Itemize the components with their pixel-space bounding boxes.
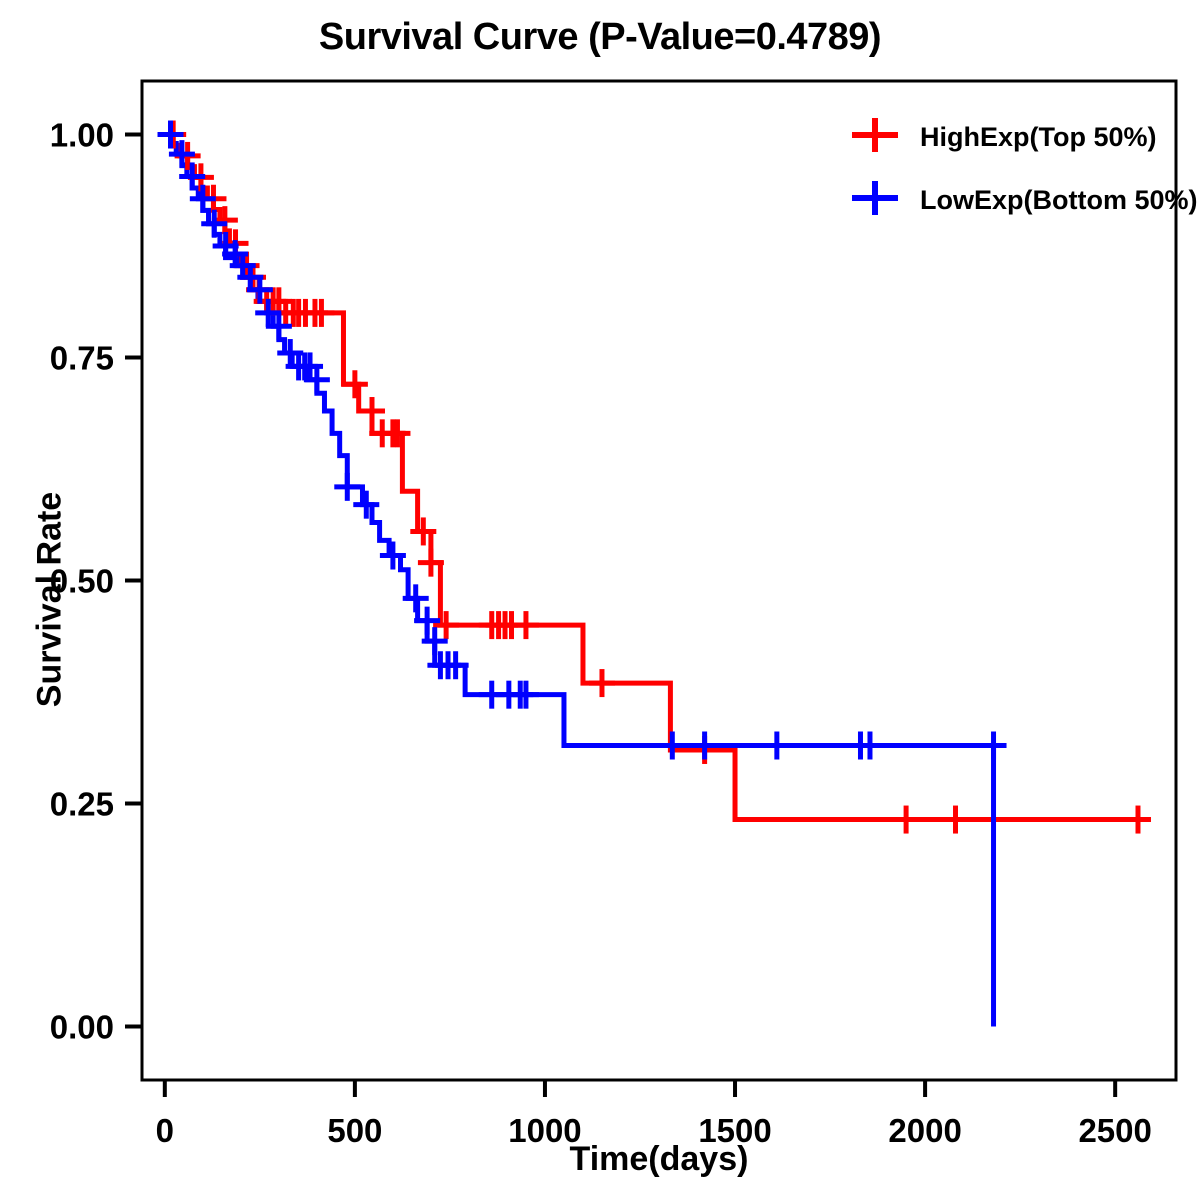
- censor-plus-icon: [588, 669, 615, 698]
- censor-plus-icon: [512, 680, 539, 709]
- y-tick-label: 1.00: [50, 117, 114, 154]
- x-tick-label: 1500: [698, 1112, 771, 1149]
- x-tick-label: 500: [327, 1112, 382, 1149]
- censor-plus-icon: [417, 548, 444, 577]
- legend-label: HighExp(Top 50%): [920, 122, 1157, 152]
- censor-plus-icon: [341, 370, 368, 399]
- x-axis-title: Time(days): [569, 1140, 749, 1178]
- censor-plus-icon: [763, 731, 790, 760]
- censor-plus-icon: [358, 397, 385, 426]
- censor-plus-icon: [410, 517, 437, 546]
- plot-frame: [140, 79, 1178, 1082]
- censor-plus-icon: [442, 651, 469, 680]
- censor-plus-icon: [691, 731, 718, 760]
- censor-plus-icon: [1124, 805, 1151, 834]
- y-tick-label: 0.25: [50, 785, 114, 822]
- censor-plus-icon: [512, 611, 539, 640]
- x-tick-label: 2500: [1078, 1112, 1151, 1149]
- censor-plus-icon: [659, 731, 686, 760]
- legend-entry[interactable]: HighExp(Top 50%): [852, 118, 1157, 152]
- censor-plus-icon: [334, 472, 361, 501]
- censor-plus-icon: [942, 805, 969, 834]
- censor-plus-icon: [856, 731, 883, 760]
- y-axis-ticks: 0.00 0.25 0.50 0.75 1.00: [50, 117, 142, 1045]
- x-tick-label: 2000: [888, 1112, 961, 1149]
- censor-plus-icon: [168, 140, 195, 169]
- censor-plus-icon: [303, 365, 330, 394]
- chart-legend: HighExp(Top 50%) LowExp(Bottom 50%): [852, 118, 1198, 215]
- censor-plus-icon: [433, 611, 460, 640]
- censor-plus-icon: [308, 298, 335, 327]
- y-tick-label: 0.00: [50, 1008, 114, 1045]
- x-tick-label: 0: [156, 1112, 174, 1149]
- censor-plus-icon: [414, 606, 441, 635]
- censor-plus-icon: [157, 120, 184, 149]
- censor-plus-icon: [189, 184, 216, 213]
- survival-step-line: [164, 132, 1138, 823]
- y-tick-label: 0.75: [50, 340, 114, 377]
- x-tick-label: 1000: [508, 1112, 581, 1149]
- legend-entry[interactable]: LowExp(Bottom 50%): [852, 181, 1198, 215]
- legend-label: LowExp(Bottom 50%): [920, 185, 1198, 215]
- censor-plus-icon: [384, 419, 411, 448]
- censor-plus-icon: [379, 541, 406, 570]
- censor-plus-icon: [421, 627, 448, 656]
- censor-plus-icon: [980, 731, 1007, 760]
- x-axis-ticks: 0 500 1000 1500 2000 2500: [156, 1080, 1152, 1149]
- page-title: Survival Curve (P-Value=0.4789): [318, 16, 882, 58]
- y-tick-label: 0.50: [50, 563, 114, 600]
- survival-step-line: [164, 132, 997, 1027]
- censor-plus-icon: [402, 584, 429, 613]
- censor-plus-icon: [179, 162, 206, 191]
- censor-plus-icon: [246, 275, 273, 304]
- censor-plus-icon: [353, 490, 380, 519]
- censor-plus-icon: [265, 312, 292, 341]
- censor-plus-icon: [893, 805, 920, 834]
- censor-marks: [157, 120, 1151, 834]
- censor-plus-icon: [201, 209, 228, 238]
- plot-border: [140, 79, 1178, 1082]
- series-lines: [164, 132, 1138, 1027]
